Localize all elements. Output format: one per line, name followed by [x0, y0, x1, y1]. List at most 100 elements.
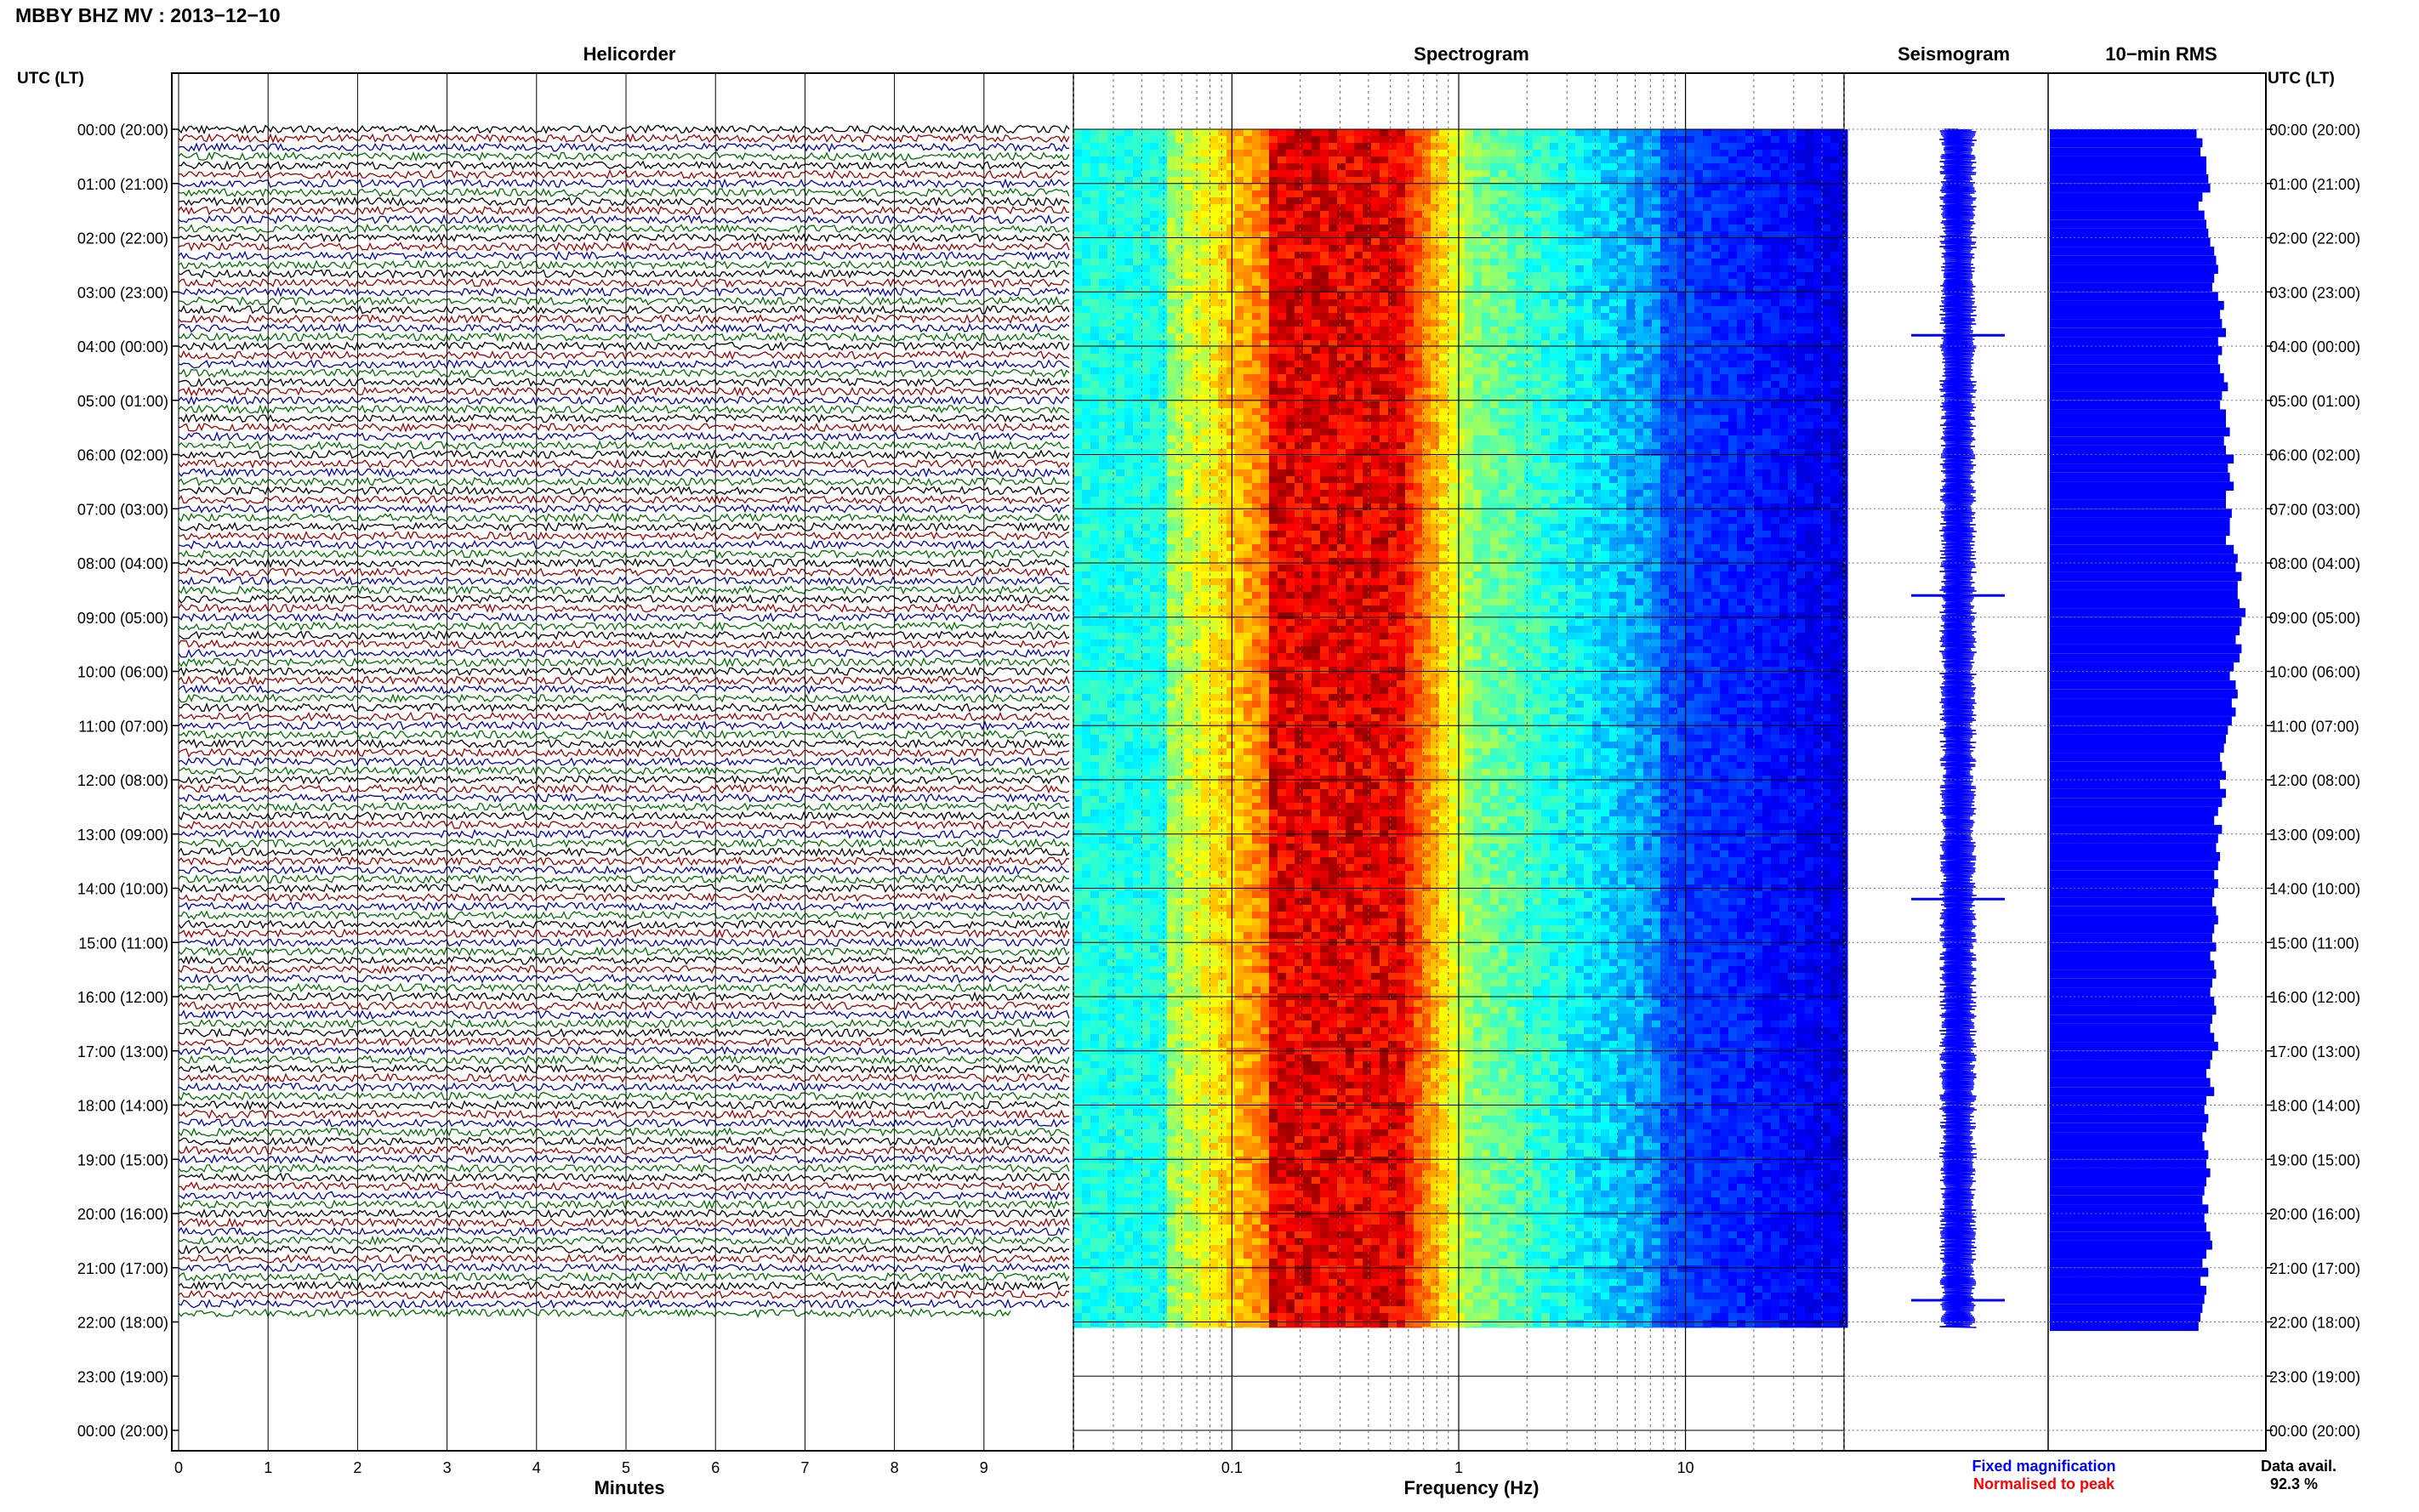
spectrogram-cell: [1482, 259, 1491, 266]
spectrogram-cell: [1346, 340, 1355, 348]
spectrogram-cell: [1371, 327, 1380, 334]
spectrogram-cell: [1703, 231, 1712, 239]
spectrogram-cell: [1813, 429, 1823, 436]
spectrogram-cell: [1754, 476, 1763, 484]
spectrogram-cell: [1737, 401, 1746, 409]
spectrogram-cell: [1227, 456, 1236, 463]
spectrogram-cell: [1575, 463, 1585, 470]
spectrogram-cell: [1414, 490, 1423, 497]
spectrogram-cell: [1090, 320, 1100, 327]
spectrogram-cell: [1533, 483, 1542, 491]
spectrogram-cell: [1465, 252, 1474, 259]
spectrogram-cell: [1371, 381, 1380, 389]
spectrogram-cell: [1788, 415, 1797, 423]
spectrogram-cell: [1720, 415, 1729, 423]
spectrogram-cell: [1456, 299, 1466, 307]
spectrogram-cell: [1524, 163, 1534, 171]
spectrogram-cell: [1116, 156, 1125, 164]
spectrogram-cell: [1618, 136, 1627, 144]
spectrogram-cell: [1762, 184, 1772, 191]
spectrogram-cell: [1728, 231, 1738, 239]
spectrogram-cell: [1218, 381, 1227, 389]
spectrogram-cell: [1439, 422, 1449, 429]
spectrogram-cell: [1073, 265, 1083, 273]
spectrogram-cell: [1609, 218, 1619, 225]
spectrogram-cell: [1541, 347, 1551, 355]
spectrogram-cell: [1703, 367, 1712, 375]
spectrogram-cell: [1192, 265, 1202, 273]
spectrogram-cell: [1244, 129, 1253, 137]
spectrogram-cell: [1354, 490, 1363, 497]
spectrogram-cell: [1720, 211, 1729, 219]
spectrogram-cell: [1737, 320, 1746, 327]
spectrogram-cell: [1533, 374, 1542, 382]
spectrogram-cell: [1073, 272, 1083, 280]
spectrogram-cell: [1235, 170, 1244, 178]
spectrogram-cell: [1762, 429, 1772, 436]
spectrogram-cell: [1201, 354, 1210, 361]
spectrogram-cell: [1813, 463, 1823, 470]
spectrogram-cell: [1346, 259, 1355, 266]
spectrogram-cell: [1516, 259, 1525, 266]
spectrogram-cell: [1558, 374, 1568, 382]
spectrogram-cell: [1278, 286, 1287, 293]
spectrogram-cell: [1643, 245, 1653, 253]
spectrogram-cell: [1609, 238, 1619, 246]
spectrogram-cell: [1150, 490, 1159, 497]
spectrogram-cell: [1796, 374, 1806, 382]
spectrogram-cell: [1805, 429, 1814, 436]
spectrogram-cell: [1227, 381, 1236, 389]
spectrogram-cell: [1371, 422, 1380, 429]
spectrogram-cell: [1371, 361, 1380, 368]
spectrogram-cell: [1380, 347, 1389, 355]
spectrogram-cell: [1133, 299, 1142, 307]
spectrogram-cell: [1703, 340, 1712, 348]
spectrogram-cell: [1354, 211, 1363, 219]
spectrogram-cell: [1141, 333, 1151, 341]
spectrogram-cell: [1158, 395, 1168, 402]
spectrogram-cell: [1227, 415, 1236, 423]
spectrogram-cell: [1210, 184, 1219, 191]
spectrogram-cell: [1805, 225, 1814, 232]
spectrogram-cell: [1431, 367, 1440, 375]
spectrogram-cell: [1762, 252, 1772, 259]
spectrogram-cell: [1448, 449, 1457, 457]
spectrogram-cell: [1082, 218, 1091, 225]
spectrogram-cell: [1601, 150, 1610, 157]
spectrogram-cell: [1363, 497, 1372, 504]
spectrogram-cell: [1694, 197, 1704, 205]
spectrogram-cell: [1175, 497, 1185, 504]
spectrogram-cell: [1652, 347, 1661, 355]
spectrogram-cell: [1286, 415, 1295, 423]
spectrogram-cell: [1465, 279, 1474, 287]
spectrogram-cell: [1320, 476, 1329, 484]
spectrogram-cell: [1448, 238, 1457, 246]
spectrogram-cell: [1439, 265, 1449, 273]
spectrogram-cell: [1703, 381, 1712, 389]
spectrogram-cell: [1380, 415, 1389, 423]
spectrogram-cell: [1167, 150, 1176, 157]
spectrogram-cell: [1431, 497, 1440, 504]
spectrogram-cell: [1626, 388, 1636, 395]
spectrogram-cell: [1720, 347, 1729, 355]
spectrogram-cell: [1380, 449, 1389, 457]
spectrogram-cell: [1677, 415, 1687, 423]
spectrogram-cell: [1431, 381, 1440, 389]
spectrogram-cell: [1626, 469, 1636, 477]
spectrogram-cell: [1346, 170, 1355, 178]
spectrogram-cell: [1762, 190, 1772, 198]
spectrogram-cell: [1397, 354, 1406, 361]
spectrogram-cell: [1218, 415, 1227, 423]
spectrogram-cell: [1210, 259, 1219, 266]
spectrogram-cell: [1150, 354, 1159, 361]
spectrogram-cell: [1516, 156, 1525, 164]
spectrogram-cell: [1771, 279, 1780, 287]
spectrogram-cell: [1073, 156, 1083, 164]
spectrogram-cell: [1371, 150, 1380, 157]
spectrogram-cell: [1635, 238, 1644, 246]
spectrogram-cell: [1099, 177, 1108, 185]
spectrogram-cell: [1235, 395, 1244, 402]
spectrogram-cell: [1575, 306, 1585, 314]
spectrogram-cell: [1745, 211, 1755, 219]
spectrogram-cell: [1788, 163, 1797, 171]
